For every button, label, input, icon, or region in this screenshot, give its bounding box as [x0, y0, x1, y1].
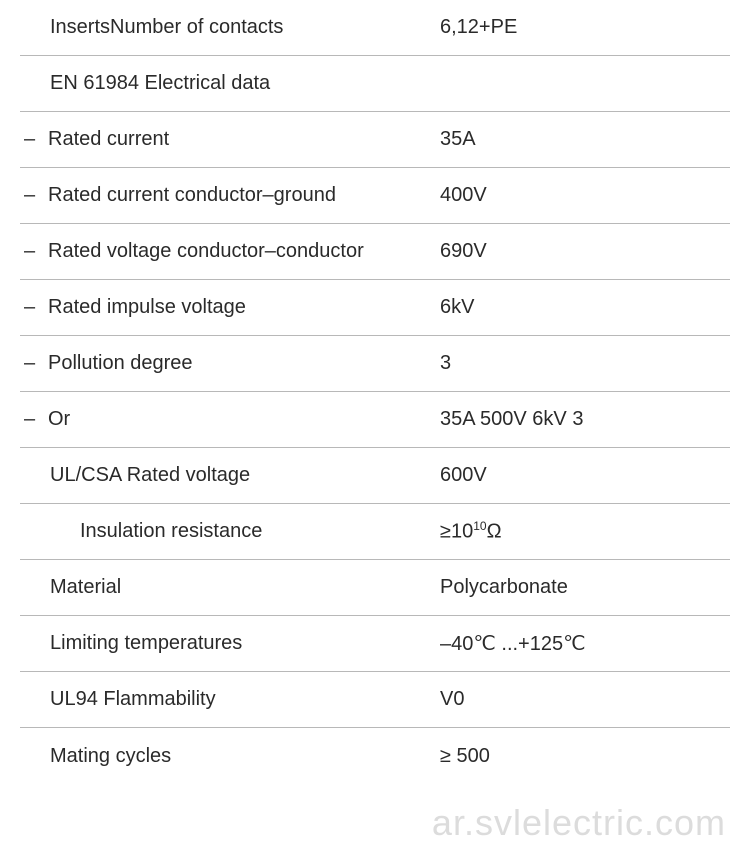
row-label: EN 61984 Electrical data [20, 72, 270, 95]
row-value: 6,12+PE [440, 16, 730, 39]
row-value: 35A 500V 6kV 3 [440, 408, 730, 431]
table-row: Mating cycles ≥ 500 [20, 728, 730, 784]
table-row: InsertsNumber of contacts 6,12+PE [20, 0, 730, 56]
table-row: –Rated current conductor–ground400V [20, 168, 730, 224]
row-value: Polycarbonate [440, 576, 730, 599]
dash-marker: – [20, 352, 48, 375]
row-label: InsertsNumber of contacts [20, 16, 283, 39]
row-label-cell: –Rated impulse voltage [20, 296, 440, 319]
row-label: Or [48, 408, 70, 431]
row-label-cell: –Or [20, 408, 440, 431]
table-row: –Rated current35A [20, 112, 730, 168]
dash-marker: – [20, 128, 48, 151]
row-value: 3 [440, 352, 730, 375]
row-label: Mating cycles [20, 745, 171, 768]
row-label: Rated impulse voltage [48, 296, 246, 319]
table-row: Material Polycarbonate [20, 560, 730, 616]
row-label-cell: InsertsNumber of contacts [20, 16, 440, 39]
dash-marker: – [20, 296, 48, 319]
row-label-cell: –Pollution degree [20, 352, 440, 375]
table-row: UL94 Flammability V0 [20, 672, 730, 728]
row-label: UL/CSA Rated voltage [20, 464, 250, 487]
table-row: UL/CSA Rated voltage 600V [20, 448, 730, 504]
row-value: –40℃ ...+125℃ [440, 631, 730, 656]
row-label: Insulation resistance [20, 520, 262, 543]
row-label-cell: Limiting temperatures [20, 632, 440, 655]
row-label: Limiting temperatures [20, 632, 242, 655]
table-row: –Rated voltage conductor–conductor690V [20, 224, 730, 280]
row-value: ≥ 500 [440, 745, 730, 768]
row-value: V0 [440, 688, 730, 711]
dash-marker: – [20, 408, 48, 431]
spec-table: InsertsNumber of contacts 6,12+PE EN 61984… [0, 0, 750, 784]
row-value: ≥1010Ω [440, 519, 730, 544]
row-label: Material [20, 576, 121, 599]
table-row: –Rated impulse voltage6kV [20, 280, 730, 336]
row-label: Rated current [48, 128, 169, 151]
dash-marker: – [20, 184, 48, 207]
dash-marker: – [20, 240, 48, 263]
table-row: EN 61984 Electrical data [20, 56, 730, 112]
row-label-cell: UL/CSA Rated voltage [20, 464, 440, 487]
row-label-cell: –Rated current conductor–ground [20, 184, 440, 207]
table-row: –Pollution degree3 [20, 336, 730, 392]
row-value: 6kV [440, 296, 730, 319]
row-value: 600V [440, 464, 730, 487]
row-value: 400V [440, 184, 730, 207]
row-label: Rated current conductor–ground [48, 184, 336, 207]
row-value: 35A [440, 128, 730, 151]
table-row: Limiting temperatures –40℃ ...+125℃ [20, 616, 730, 672]
table-row: Insulation resistance ≥1010Ω [20, 504, 730, 560]
row-label-cell: EN 61984 Electrical data [20, 72, 440, 95]
row-label-cell: –Rated voltage conductor–conductor [20, 240, 440, 263]
watermark-text: ar.svlelectric.com [432, 802, 726, 844]
row-label: Rated voltage conductor–conductor [48, 240, 364, 263]
row-label: UL94 Flammability [20, 688, 216, 711]
row-label-cell: –Rated current [20, 128, 440, 151]
row-label-cell: Insulation resistance [20, 520, 440, 543]
row-label-cell: Material [20, 576, 440, 599]
row-label-cell: Mating cycles [20, 745, 440, 768]
row-label-cell: UL94 Flammability [20, 688, 440, 711]
row-label: Pollution degree [48, 352, 193, 375]
table-row: –Or35A 500V 6kV 3 [20, 392, 730, 448]
row-value: 690V [440, 240, 730, 263]
